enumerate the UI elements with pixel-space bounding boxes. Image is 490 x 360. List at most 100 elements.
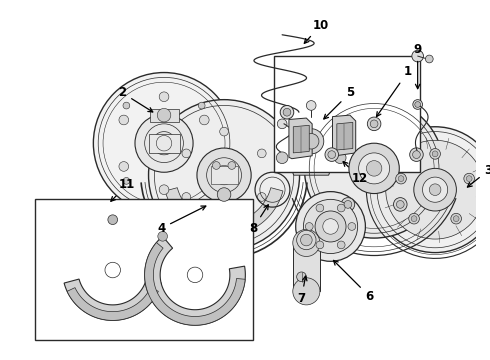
Polygon shape xyxy=(67,288,158,320)
Circle shape xyxy=(306,100,316,110)
Circle shape xyxy=(198,102,205,109)
Circle shape xyxy=(158,231,168,241)
Circle shape xyxy=(182,149,191,158)
Circle shape xyxy=(148,100,299,251)
Bar xyxy=(35,199,253,340)
Circle shape xyxy=(370,120,378,128)
Circle shape xyxy=(429,184,441,195)
Circle shape xyxy=(303,199,358,253)
Bar xyxy=(211,166,238,184)
Circle shape xyxy=(372,127,490,253)
Circle shape xyxy=(316,241,324,249)
Polygon shape xyxy=(337,122,353,150)
Circle shape xyxy=(316,204,324,212)
Polygon shape xyxy=(294,125,309,153)
Circle shape xyxy=(466,176,472,181)
Circle shape xyxy=(334,152,346,163)
Circle shape xyxy=(152,132,175,155)
Circle shape xyxy=(337,204,345,212)
Polygon shape xyxy=(277,151,290,166)
Circle shape xyxy=(432,151,438,157)
Circle shape xyxy=(344,201,352,208)
Circle shape xyxy=(295,192,366,261)
Circle shape xyxy=(182,193,191,201)
Circle shape xyxy=(217,188,231,201)
Circle shape xyxy=(157,108,171,122)
Circle shape xyxy=(123,102,130,109)
Polygon shape xyxy=(333,151,345,166)
Circle shape xyxy=(413,100,422,109)
Circle shape xyxy=(396,201,404,208)
Circle shape xyxy=(451,213,462,224)
Circle shape xyxy=(337,241,345,249)
Circle shape xyxy=(414,168,456,211)
Circle shape xyxy=(315,211,346,242)
Circle shape xyxy=(123,177,130,184)
Text: 3: 3 xyxy=(467,164,490,187)
Circle shape xyxy=(368,117,381,131)
Polygon shape xyxy=(145,236,245,325)
Circle shape xyxy=(328,151,336,158)
Circle shape xyxy=(220,214,228,223)
Circle shape xyxy=(214,166,234,185)
Circle shape xyxy=(257,149,266,158)
Bar xyxy=(274,56,419,172)
Circle shape xyxy=(349,143,399,194)
Text: 10: 10 xyxy=(304,19,329,43)
Polygon shape xyxy=(289,118,312,159)
Circle shape xyxy=(280,105,294,119)
Text: 11: 11 xyxy=(111,178,135,201)
Circle shape xyxy=(119,162,129,171)
Circle shape xyxy=(108,215,118,225)
Circle shape xyxy=(304,99,444,238)
Polygon shape xyxy=(64,279,161,320)
Text: 8: 8 xyxy=(249,205,268,235)
Circle shape xyxy=(283,108,291,116)
Circle shape xyxy=(197,148,251,202)
Circle shape xyxy=(386,140,485,239)
Circle shape xyxy=(159,185,169,194)
Circle shape xyxy=(367,161,382,176)
Circle shape xyxy=(413,151,420,158)
Circle shape xyxy=(425,55,433,63)
Circle shape xyxy=(293,278,320,305)
Circle shape xyxy=(135,114,193,172)
Circle shape xyxy=(412,50,423,62)
Circle shape xyxy=(303,134,319,149)
Circle shape xyxy=(119,115,129,125)
Circle shape xyxy=(415,102,420,107)
Circle shape xyxy=(298,129,324,154)
Circle shape xyxy=(277,119,287,129)
Text: 5: 5 xyxy=(324,86,354,119)
Circle shape xyxy=(341,198,355,211)
Circle shape xyxy=(213,162,220,169)
Circle shape xyxy=(199,115,209,125)
Circle shape xyxy=(464,173,474,184)
Circle shape xyxy=(393,198,407,211)
Circle shape xyxy=(220,127,228,136)
Circle shape xyxy=(296,272,306,282)
Circle shape xyxy=(409,213,419,224)
Circle shape xyxy=(325,148,339,161)
Circle shape xyxy=(430,149,441,159)
Text: 4: 4 xyxy=(157,206,206,235)
Circle shape xyxy=(257,193,266,201)
Circle shape xyxy=(410,148,423,161)
Polygon shape xyxy=(165,188,283,236)
Text: 2: 2 xyxy=(119,86,153,112)
Polygon shape xyxy=(333,115,356,156)
Text: 7: 7 xyxy=(297,276,307,305)
Polygon shape xyxy=(145,243,245,325)
Text: 12: 12 xyxy=(343,162,368,185)
Circle shape xyxy=(453,216,459,221)
Circle shape xyxy=(323,219,338,234)
Circle shape xyxy=(159,92,169,102)
Circle shape xyxy=(94,72,235,214)
Polygon shape xyxy=(149,109,178,122)
Circle shape xyxy=(293,229,320,256)
Text: 1: 1 xyxy=(376,65,412,117)
Circle shape xyxy=(300,234,312,246)
Circle shape xyxy=(398,176,404,181)
Polygon shape xyxy=(290,117,333,175)
Circle shape xyxy=(422,177,448,202)
